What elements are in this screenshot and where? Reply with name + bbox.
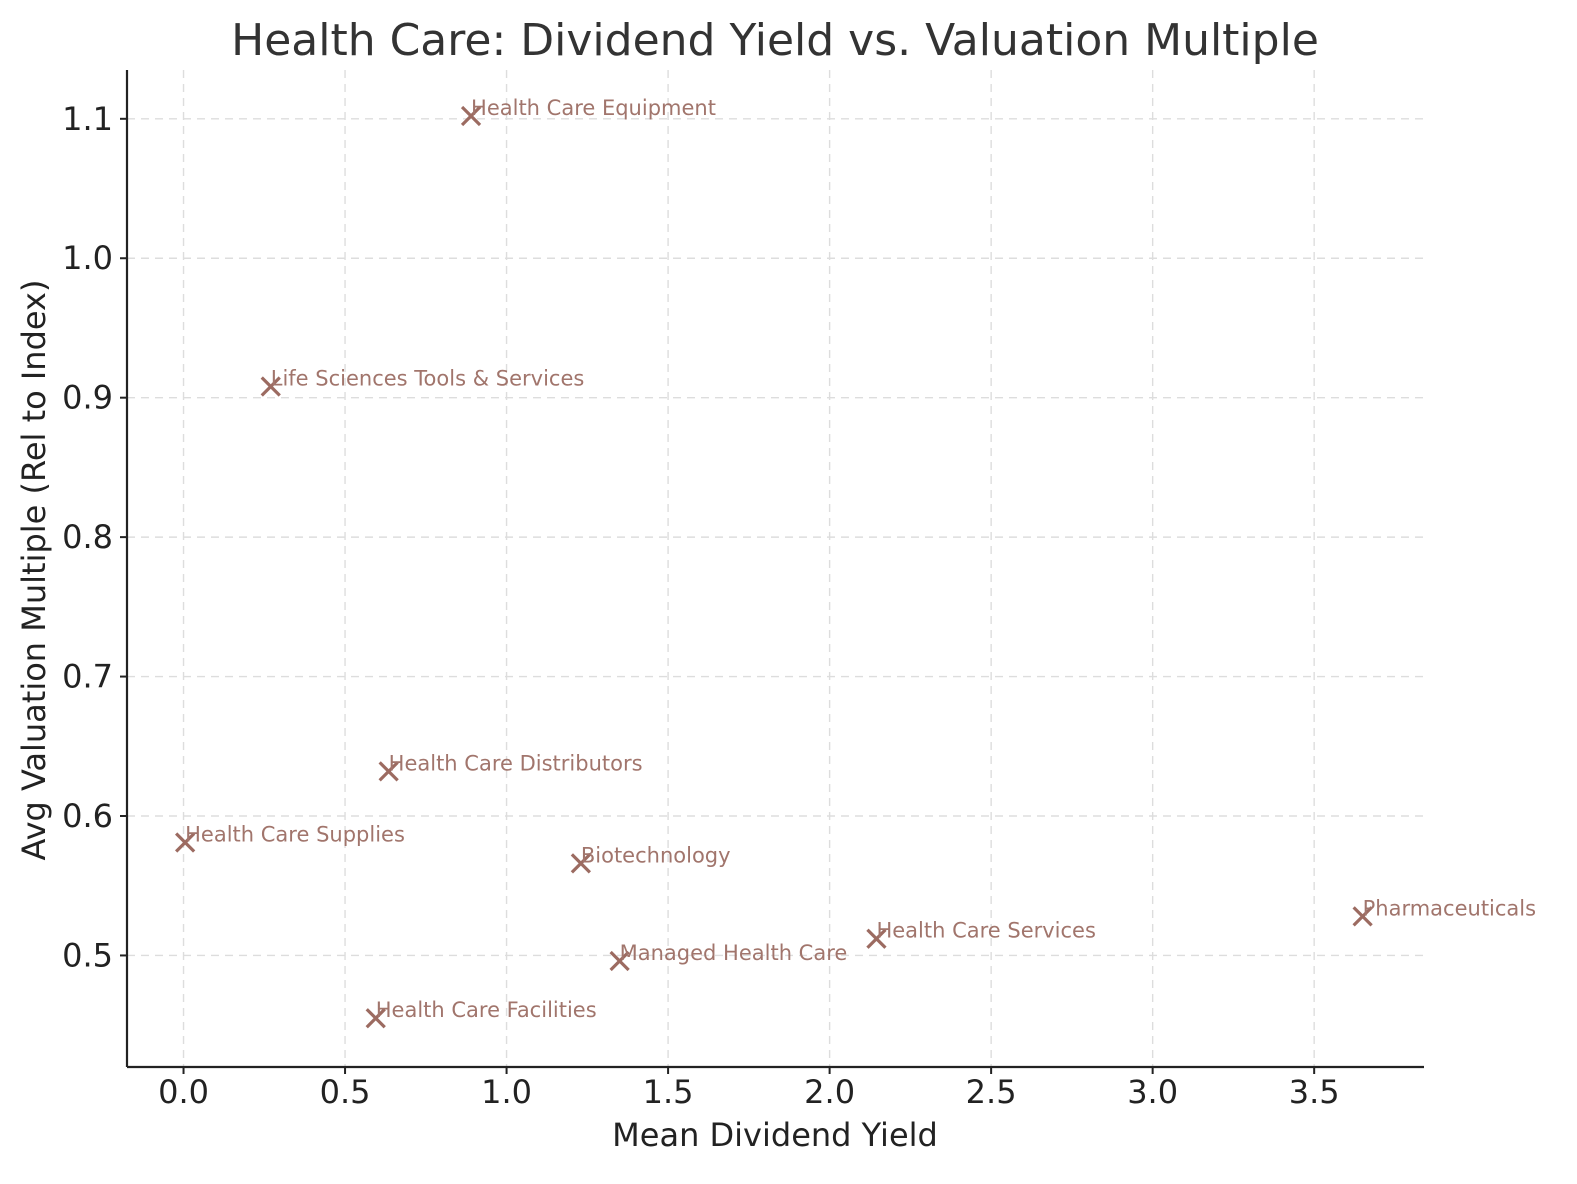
y-tick-label: 0.8 bbox=[62, 518, 113, 556]
point-label: Biotechnology bbox=[581, 843, 731, 867]
point-marker bbox=[365, 1008, 386, 1029]
scatter-point: Biotechnology bbox=[570, 843, 731, 874]
x-axis-label: Mean Dividend Yield bbox=[612, 1116, 938, 1154]
x-tick-label: 3.5 bbox=[1289, 1073, 1340, 1111]
point-marker bbox=[175, 832, 196, 853]
chart-title: Health Care: Dividend Yield vs. Valuatio… bbox=[231, 15, 1319, 66]
scatter-point: Health Care Services bbox=[866, 919, 1096, 949]
point-marker bbox=[1352, 906, 1373, 927]
point-label: Managed Health Care bbox=[620, 941, 848, 965]
point-label: Health Care Facilities bbox=[376, 998, 597, 1022]
ticks-layer: 0.0 0.5 1.0 1.5 2.0 2.5 3.0 3.5 0.5 0.6 0.7 0.8 0.9 1… bbox=[62, 100, 1340, 1111]
y-tick-label: 0.5 bbox=[62, 936, 113, 974]
points-layer: Health Care Equipment Life Sciences Tools… bbox=[175, 96, 1536, 1029]
scatter-point: Life Sciences Tools & Services bbox=[260, 367, 585, 397]
scatter-point: Health Care Distributors bbox=[378, 751, 643, 782]
axes-layer bbox=[125, 70, 1424, 1069]
scatter-point: Health Care Equipment bbox=[460, 96, 716, 127]
grid-layer bbox=[127, 70, 1424, 1067]
y-tick-label: 0.6 bbox=[62, 797, 113, 835]
y-tick-label: 1.1 bbox=[62, 100, 113, 138]
x-tick-label: 2.0 bbox=[804, 1073, 855, 1111]
point-marker bbox=[378, 761, 399, 782]
y-tick-label: 0.9 bbox=[62, 379, 113, 417]
x-tick-label: 3.0 bbox=[1127, 1073, 1178, 1111]
scatter-point: Pharmaceuticals bbox=[1352, 896, 1536, 927]
point-marker bbox=[866, 928, 887, 949]
point-label: Health Care Equipment bbox=[471, 96, 716, 120]
point-marker bbox=[570, 853, 592, 874]
y-tick-label: 0.7 bbox=[62, 658, 113, 696]
x-tick-label: 2.5 bbox=[966, 1073, 1017, 1111]
point-marker bbox=[609, 950, 630, 972]
y-tick-label: 1.0 bbox=[62, 239, 113, 277]
x-tick-label: 1.0 bbox=[481, 1073, 532, 1111]
point-marker bbox=[260, 376, 281, 397]
point-marker bbox=[460, 105, 482, 127]
y-axis-label: Avg Valuation Multiple (Rel to Index) bbox=[15, 280, 53, 861]
point-label: Pharmaceuticals bbox=[1363, 896, 1536, 920]
x-tick-label: 0.5 bbox=[320, 1073, 371, 1111]
point-label: Health Care Supplies bbox=[185, 823, 405, 847]
x-tick-label: 1.5 bbox=[643, 1073, 694, 1111]
scatter-point: Health Care Facilities bbox=[365, 998, 597, 1029]
point-label: Life Sciences Tools & Services bbox=[271, 367, 585, 391]
point-label: Health Care Distributors bbox=[389, 751, 643, 775]
scatter-point: Health Care Supplies bbox=[175, 823, 405, 853]
scatter-point: Managed Health Care bbox=[609, 941, 848, 972]
point-label: Health Care Services bbox=[876, 919, 1096, 943]
x-tick-label: 0.0 bbox=[158, 1073, 209, 1111]
